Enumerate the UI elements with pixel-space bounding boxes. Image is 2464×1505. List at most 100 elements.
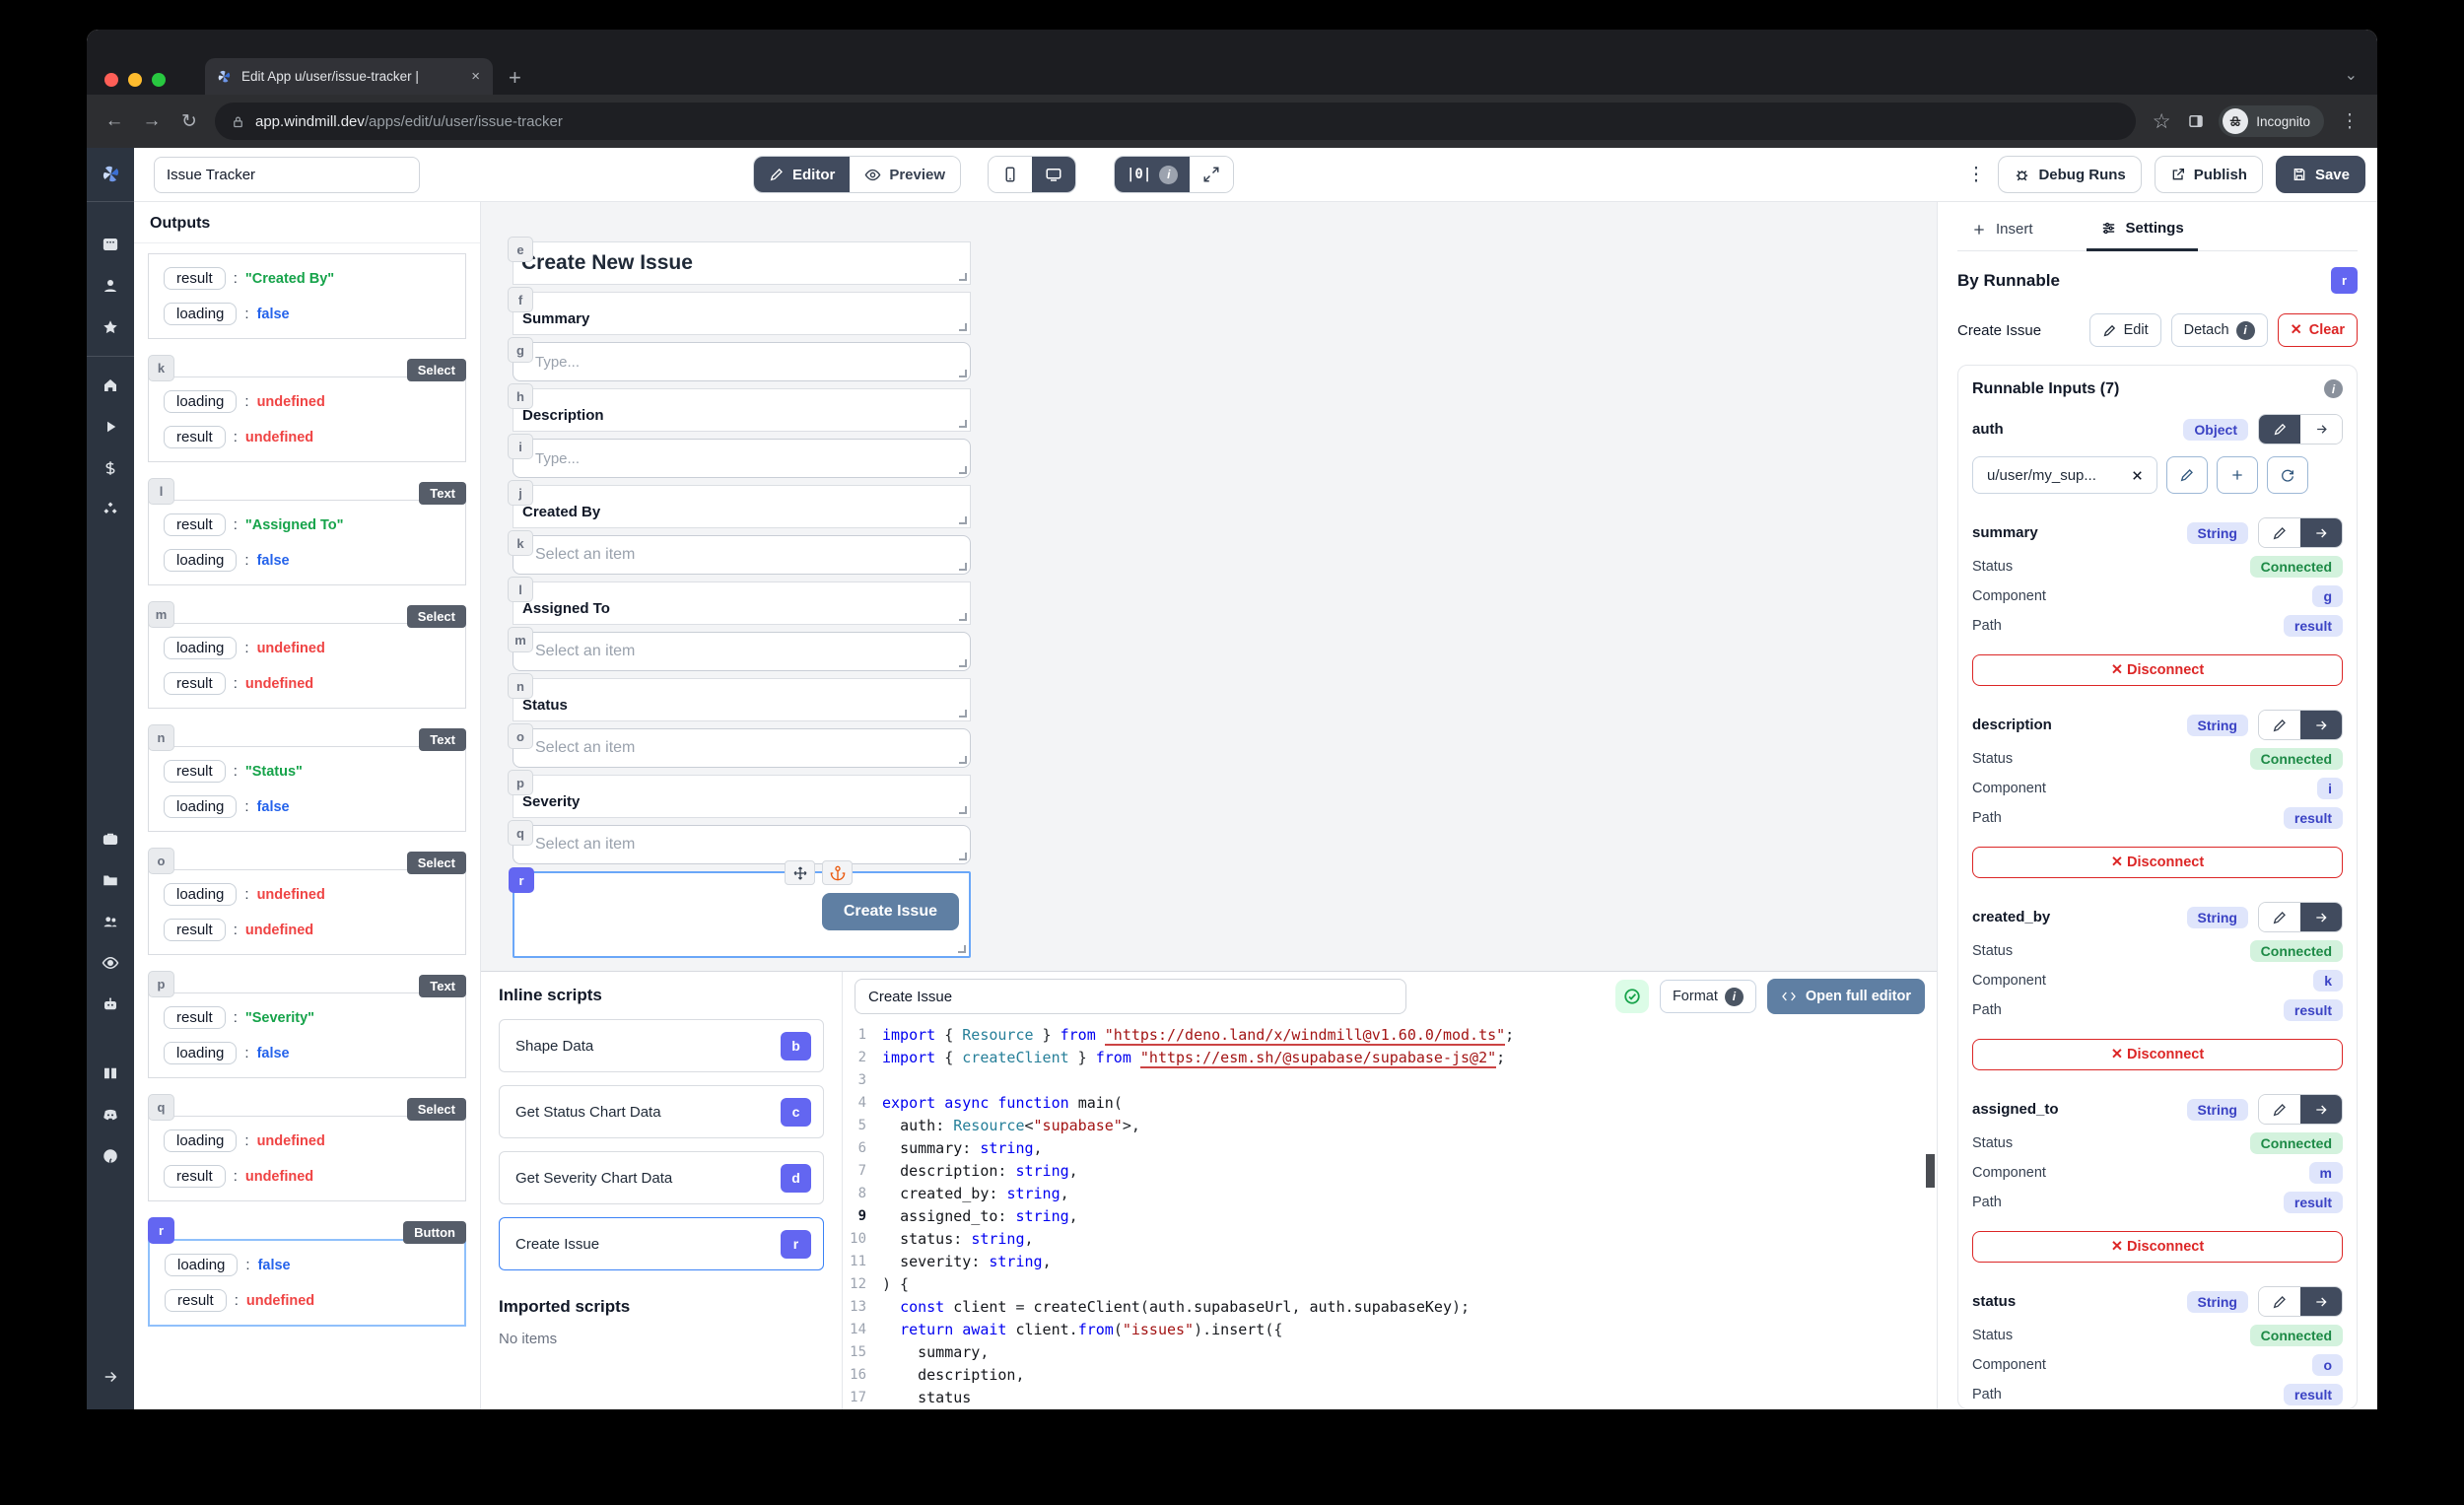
canvas-component-k[interactable]: k Select an item (508, 530, 971, 575)
resize-handle[interactable] (959, 853, 967, 860)
home-nav-icon[interactable] (87, 365, 134, 406)
edit-runnable-button[interactable]: Edit (2088, 313, 2161, 347)
static-mode-button[interactable] (2259, 415, 2300, 444)
favorites-star-icon[interactable] (87, 307, 134, 348)
zoom-window-button[interactable] (152, 73, 166, 87)
outputs-meter-button[interactable]: |0| i (1115, 157, 1191, 192)
canvas-component-f[interactable]: f Summary (508, 287, 971, 335)
canvas-component-l[interactable]: l Assigned To (508, 577, 971, 625)
new-tab-button[interactable]: + (509, 65, 521, 90)
canvas-component-q[interactable]: q Select an item (508, 820, 971, 864)
canvas-component-o[interactable]: o Select an item (508, 723, 971, 768)
resize-handle[interactable] (959, 323, 967, 331)
output-key-pill[interactable]: result (164, 1006, 226, 1029)
disconnect-button[interactable]: ✕ Disconnect (1972, 1231, 2343, 1263)
mobile-view-button[interactable] (989, 157, 1032, 192)
resources-cubes-icon[interactable] (87, 489, 134, 530)
user-nav-icon[interactable] (87, 265, 134, 307)
tab-search-chevron-icon[interactable]: ⌄ (2344, 67, 2358, 84)
editor-mode-button[interactable]: Editor (754, 157, 851, 192)
close-window-button[interactable] (104, 73, 118, 87)
connect-mode-button[interactable] (2300, 903, 2342, 931)
output-key-pill[interactable]: loading (164, 883, 238, 906)
select-input[interactable]: Select an item (535, 739, 636, 756)
folders-icon[interactable] (87, 859, 134, 901)
workers-robot-icon[interactable] (87, 984, 134, 1025)
canvas-component-r[interactable]: r Create Issue (509, 860, 971, 958)
save-button[interactable]: Save (2275, 156, 2365, 193)
select-input[interactable]: Select an item (535, 643, 636, 659)
github-icon[interactable] (87, 1135, 134, 1177)
clear-x-icon[interactable] (2130, 468, 2145, 483)
format-button[interactable]: Format i (1659, 980, 1756, 1013)
forward-icon[interactable]: → (142, 110, 162, 131)
inline-script-item[interactable]: Get Severity Chart Data d (499, 1151, 824, 1204)
groups-users-icon[interactable] (87, 901, 134, 942)
move-handle-icon[interactable] (785, 860, 815, 885)
static-mode-button[interactable] (2259, 518, 2300, 547)
connect-mode-button[interactable] (2300, 1287, 2342, 1316)
resize-handle[interactable] (959, 420, 967, 428)
resize-handle[interactable] (958, 945, 966, 953)
desktop-view-button[interactable] (1032, 157, 1075, 192)
resize-handle[interactable] (959, 659, 967, 667)
connect-mode-button[interactable] (2300, 518, 2342, 547)
side-panel-icon[interactable] (2187, 112, 2205, 130)
output-key-pill[interactable]: loading (164, 303, 238, 325)
tab-insert[interactable]: Insert (1957, 214, 2047, 250)
text-input[interactable] (513, 440, 970, 477)
output-key-pill[interactable]: loading (164, 637, 238, 659)
docs-book-icon[interactable] (87, 1053, 134, 1094)
script-name-input[interactable] (855, 979, 1406, 1014)
edit-resource-button[interactable] (2166, 456, 2208, 494)
disconnect-button[interactable]: ✕ Disconnect (1972, 654, 2343, 686)
schedules-briefcase-icon[interactable] (87, 818, 134, 859)
anchor-icon[interactable] (822, 860, 853, 885)
output-key-pill[interactable]: loading (164, 549, 238, 572)
back-icon[interactable]: ← (104, 110, 124, 131)
create-issue-button[interactable]: Create Issue (821, 893, 959, 930)
address-bar[interactable]: app.windmill.dev/apps/edit/u/user/issue-… (215, 103, 2137, 140)
resize-handle[interactable] (959, 273, 967, 281)
select-input[interactable]: Select an item (535, 546, 636, 563)
connect-mode-button[interactable] (2300, 711, 2342, 739)
disconnect-button[interactable]: ✕ Disconnect (1972, 847, 2343, 878)
windmill-logo[interactable] (87, 148, 134, 202)
output-key-pill[interactable]: loading (164, 390, 238, 413)
output-key-pill[interactable]: loading (164, 1042, 238, 1064)
resize-handle[interactable] (959, 516, 967, 524)
output-key-pill[interactable]: result (164, 267, 226, 290)
static-mode-button[interactable] (2259, 903, 2300, 931)
discord-icon[interactable] (87, 1094, 134, 1135)
audit-eye-icon[interactable] (87, 942, 134, 984)
output-key-pill[interactable]: result (164, 426, 226, 448)
runs-play-icon[interactable] (87, 406, 134, 447)
canvas-component-n[interactable]: n Status (508, 673, 971, 721)
resize-handle[interactable] (959, 710, 967, 718)
inline-script-item[interactable]: Create Issue r (499, 1217, 824, 1270)
publish-button[interactable]: Publish (2154, 156, 2263, 193)
resize-handle[interactable] (959, 370, 967, 377)
toolbar-menu-icon[interactable]: ⋮ (1966, 164, 1986, 185)
output-key-pill[interactable]: result (164, 1165, 226, 1188)
clear-runnable-button[interactable]: ✕ Clear (2277, 313, 2358, 347)
refresh-resource-button[interactable] (2267, 456, 2308, 494)
code-scrollbar[interactable] (1926, 1154, 1935, 1188)
canvas-component-e[interactable]: e Create New Issue (508, 237, 971, 285)
inline-script-item[interactable]: Shape Data b (499, 1019, 824, 1072)
resize-handle[interactable] (959, 613, 967, 621)
resize-handle[interactable] (959, 756, 967, 764)
resize-handle[interactable] (959, 466, 967, 474)
canvas-component-i[interactable]: i (508, 434, 971, 478)
canvas-component-m[interactable]: m Select an item (508, 627, 971, 671)
debug-runs-button[interactable]: Debug Runs (1998, 156, 2142, 193)
output-key-pill[interactable]: result (164, 672, 226, 695)
bookmark-star-icon[interactable]: ☆ (2152, 109, 2171, 133)
app-title-input[interactable] (154, 157, 420, 193)
add-resource-button[interactable] (2217, 456, 2258, 494)
output-key-pill[interactable]: loading (164, 795, 238, 818)
canvas-component-g[interactable]: g (508, 337, 971, 381)
tab-close-icon[interactable]: × (471, 68, 480, 85)
connect-mode-button[interactable] (2300, 415, 2342, 444)
tab-settings[interactable]: Settings (2086, 214, 2198, 251)
